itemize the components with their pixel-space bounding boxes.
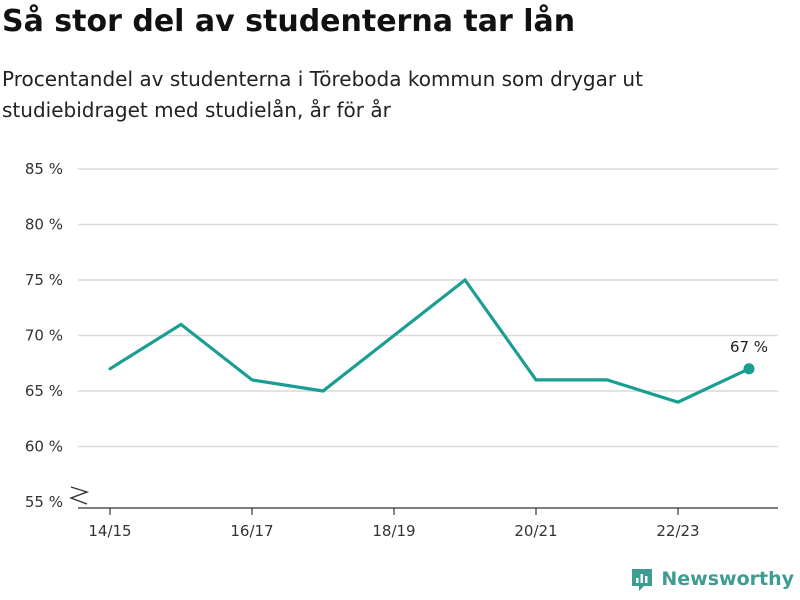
x-tick-label: 20/21 (514, 522, 557, 540)
x-tick-label: 16/17 (230, 522, 273, 540)
last-data-point (743, 363, 755, 375)
chart-subtitle: Procentandel av studenterna i Töreboda k… (2, 67, 643, 122)
y-tick-label: 65 % (25, 382, 63, 400)
brand-name: Newsworthy (661, 568, 794, 590)
last-point-label: 67 % (730, 338, 768, 356)
y-tick-label: 60 % (25, 438, 63, 456)
newsworthy-brand: Newsworthy (630, 564, 794, 594)
y-tick-label: 85 % (25, 160, 63, 178)
x-tick-label: 14/15 (88, 522, 131, 540)
axis-break-icon (69, 486, 90, 505)
chart-title: Så stor del av studenterna tar lån (2, 4, 576, 39)
x-tick-label: 22/23 (656, 522, 699, 540)
series-line (108, 277, 751, 404)
y-tick-label: 70 % (25, 327, 63, 345)
newsworthy-logo-icon (632, 569, 653, 591)
y-tick-label: 80 % (25, 216, 63, 234)
x-tick-label: 18/19 (372, 522, 415, 540)
y-tick-label: 75 % (25, 271, 63, 289)
y-tick-label: 55 % (25, 493, 63, 511)
